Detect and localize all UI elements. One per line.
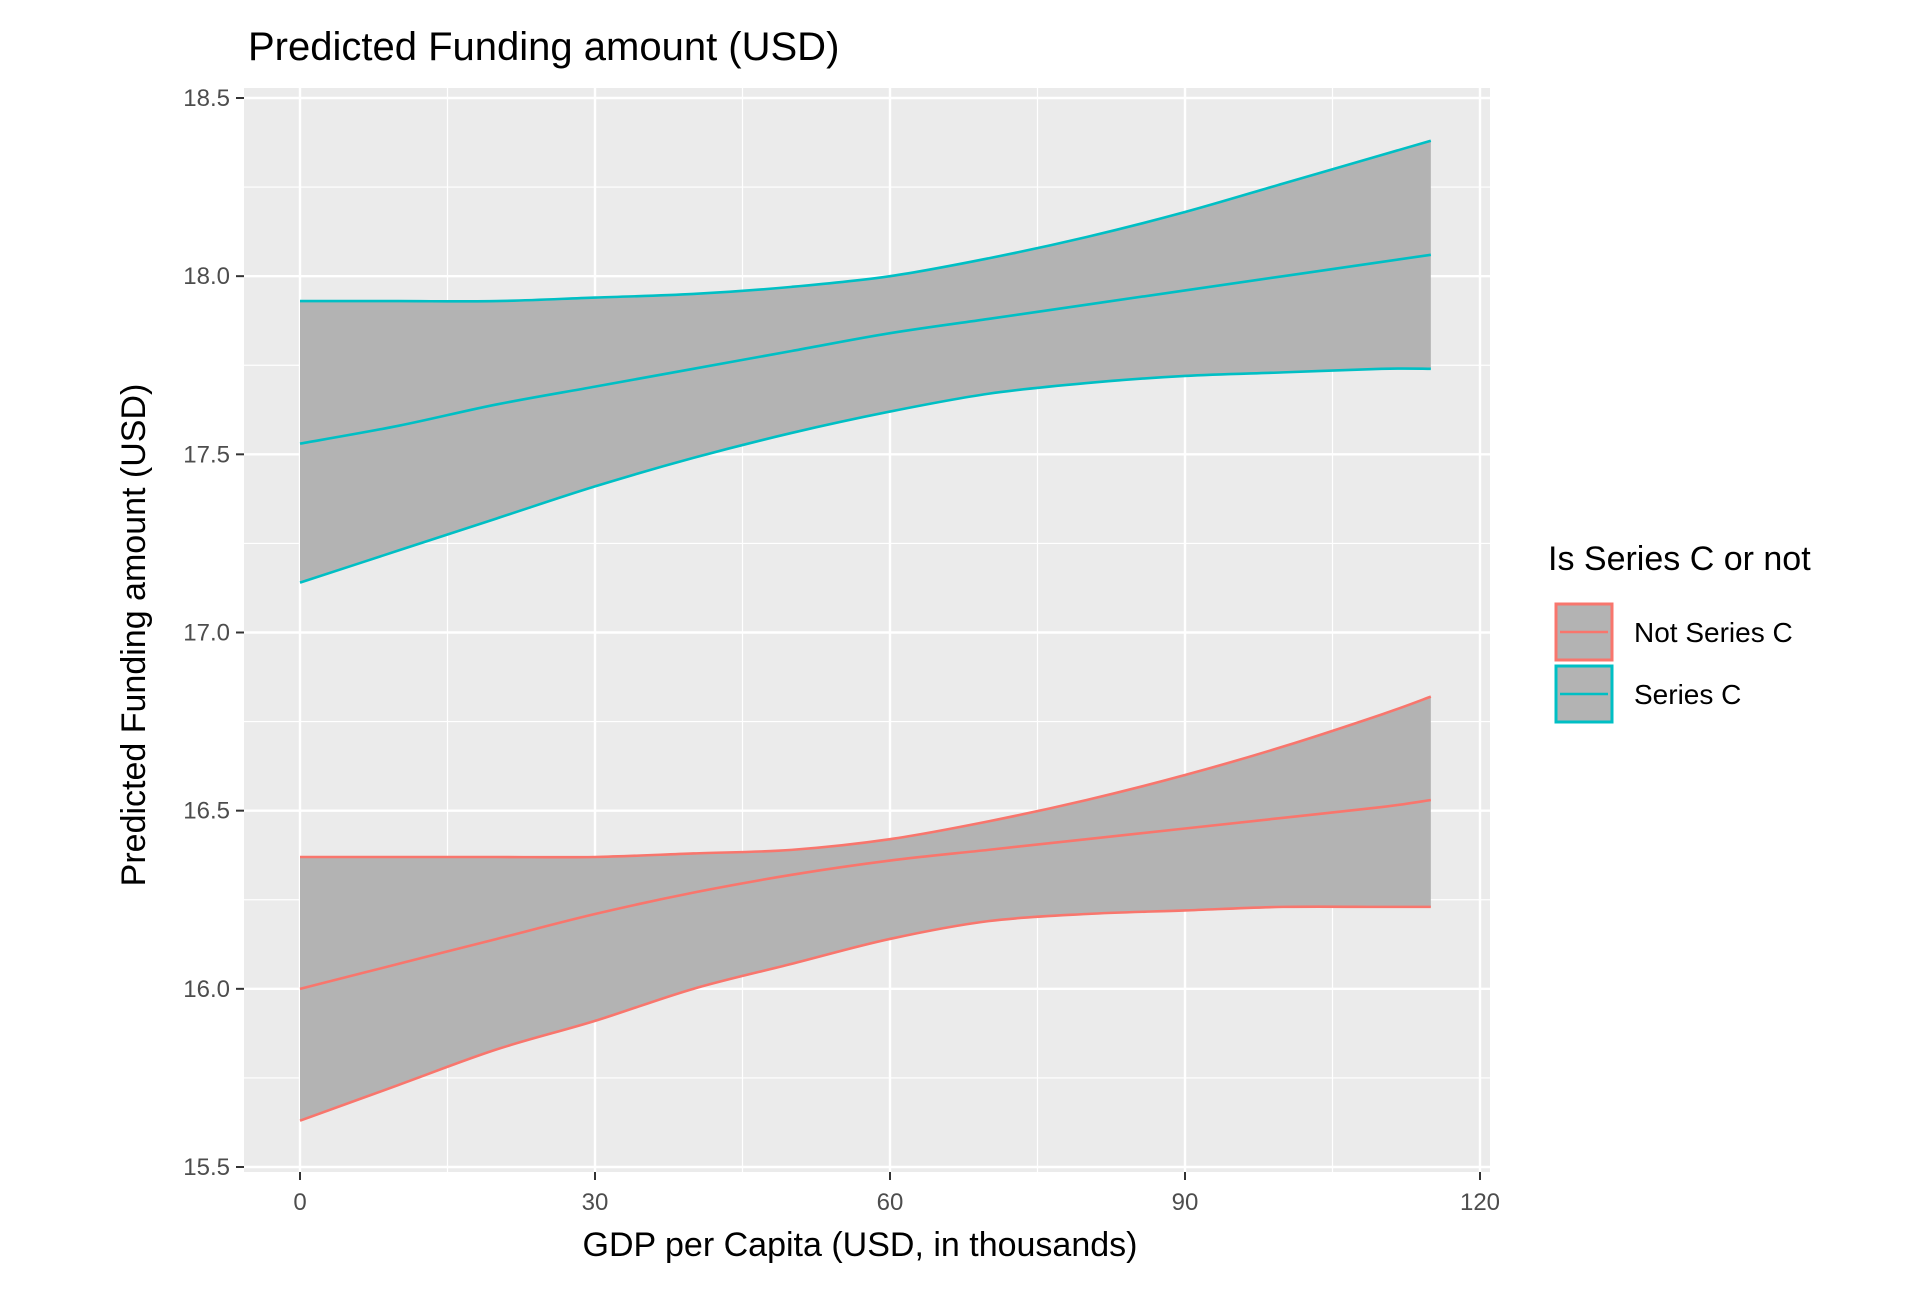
y-tick-label: 15.5 xyxy=(183,1154,230,1181)
x-tick-label: 30 xyxy=(582,1189,609,1216)
y-tick-label: 18.5 xyxy=(183,85,230,112)
legend: Is Series C or not Not Series C Series C xyxy=(1548,540,1811,724)
legend-label: Series C xyxy=(1634,679,1741,710)
y-tick-label: 18.0 xyxy=(183,263,230,290)
legend-label: Not Series C xyxy=(1634,617,1793,648)
confidence-ribbons xyxy=(300,140,1431,1121)
chart-title: Predicted Funding amount (USD) xyxy=(248,25,839,69)
x-tick-label: 0 xyxy=(293,1189,306,1216)
y-tick-label: 16.0 xyxy=(183,976,230,1003)
x-tick-label: 90 xyxy=(1172,1189,1199,1216)
y-tick-label: 16.5 xyxy=(183,798,230,825)
y-tick-label: 17.0 xyxy=(183,620,230,647)
x-tick-label: 120 xyxy=(1460,1189,1500,1216)
legend-title: Is Series C or not xyxy=(1548,540,1811,578)
upper-bound-line xyxy=(300,139,1432,303)
y-axis: 15.5 16.0 16.5 17.0 17.5 18.0 18.5 xyxy=(183,85,244,1181)
upper-bound-line xyxy=(300,695,1432,859)
fit-line xyxy=(299,798,1432,991)
x-tick-label: 60 xyxy=(877,1189,904,1216)
lower-bound-line xyxy=(299,905,1431,1122)
confidence-ribbon xyxy=(300,696,1431,1121)
legend-item: Not Series C xyxy=(1554,602,1793,662)
y-axis-title: Predicted Funding amount (USD) xyxy=(115,384,153,887)
x-axis: 0 30 60 90 120 xyxy=(293,1172,1500,1216)
y-tick-label: 17.5 xyxy=(183,441,230,468)
lower-bound-line xyxy=(299,367,1431,584)
series-lines xyxy=(299,139,1432,1122)
confidence-ribbon xyxy=(300,140,1431,583)
x-axis-title: GDP per Capita (USD, in thousands) xyxy=(583,1226,1138,1264)
fit-line xyxy=(299,253,1432,445)
legend-item: Series C xyxy=(1554,664,1741,724)
